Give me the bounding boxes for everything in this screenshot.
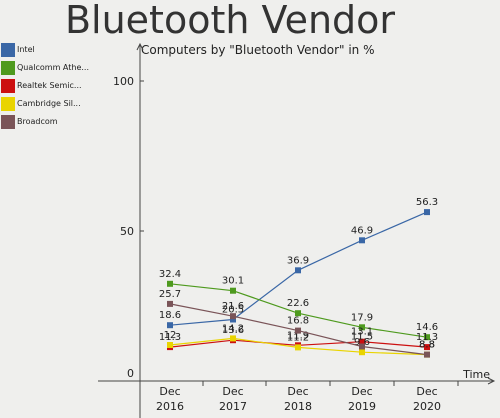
legend-swatch	[1, 97, 15, 111]
y-tick-label: 100	[113, 75, 134, 88]
data-point	[359, 349, 365, 356]
legend-swatch	[1, 79, 15, 93]
legend-label: Qualcomm Athe...	[17, 63, 90, 72]
series-cambridge-silicon-radio: 12 14.2 11.2 9.6 8.8	[164, 323, 435, 358]
chart-title: Bluetooth Vendor	[64, 0, 396, 42]
data-label: 11.3	[416, 332, 438, 343]
chart-subtitle: Computers by "Bluetooth Vendor" in %	[141, 43, 375, 57]
legend-label: Broadcom	[17, 117, 58, 126]
data-point	[424, 344, 430, 351]
series-broadcom: 25.7 21.6 16.8 11.5 8.8	[159, 289, 435, 358]
legend-swatch	[1, 61, 15, 75]
legend-swatch	[1, 43, 15, 57]
legend-label: Realtek Semic...	[17, 81, 82, 90]
data-point	[167, 342, 173, 348]
data-label: 11.5	[351, 332, 373, 343]
legend-swatch	[1, 115, 15, 129]
data-label: 9.6	[354, 337, 370, 348]
data-label: 36.9	[287, 255, 309, 266]
data-label: 56.3	[416, 197, 438, 208]
data-point	[167, 322, 173, 329]
data-point	[359, 338, 365, 345]
x-tick-label: Dec 2017	[219, 385, 247, 413]
x-tick-label: Dec 2016	[156, 385, 184, 413]
data-point	[295, 310, 301, 317]
legend-item[interactable]: Broadcom	[0, 115, 130, 129]
data-label: 11.9	[287, 330, 309, 341]
data-point	[359, 237, 365, 244]
data-point	[359, 324, 365, 331]
legend-label: Cambridge Sil...	[17, 99, 81, 108]
data-point	[359, 343, 365, 350]
legend-label: Intel	[17, 45, 35, 54]
data-label: 13.1	[351, 327, 373, 338]
data-point	[424, 334, 430, 341]
legend-item[interactable]: Cambridge Sil...	[0, 97, 130, 111]
data-point	[230, 316, 236, 323]
data-label: 22.6	[287, 298, 309, 309]
series-qualcomm-atheros: 32.4 30.1 22.6 17.9 14.6	[159, 269, 438, 341]
data-point	[295, 267, 301, 274]
data-point	[230, 287, 236, 294]
data-label: 8.8	[419, 340, 435, 351]
y-axis-arrow	[136, 42, 144, 51]
data-label: 32.4	[159, 269, 181, 280]
data-label: 16.8	[287, 316, 309, 327]
data-label: 18.6	[159, 310, 181, 321]
data-label: 46.9	[351, 225, 373, 236]
legend-item[interactable]: Realtek Semic...	[0, 79, 130, 93]
data-label: 12	[164, 330, 177, 341]
data-label: 17.9	[351, 312, 373, 323]
data-point	[295, 327, 301, 334]
data-label: 13.6	[222, 325, 244, 336]
data-label: 8.8	[419, 340, 435, 351]
data-point	[295, 344, 301, 351]
data-point	[424, 351, 430, 358]
data-label: 11.3	[159, 332, 181, 343]
data-point	[167, 300, 173, 307]
data-label: 30.1	[222, 276, 244, 287]
data-point	[230, 313, 236, 320]
y-tick-label: 0	[127, 367, 134, 380]
x-axis-arrow	[487, 377, 496, 385]
x-tick-label: Dec 2019	[348, 385, 376, 413]
data-label: 20.5	[222, 305, 244, 316]
data-point	[424, 209, 430, 216]
data-point	[230, 335, 236, 342]
legend-item[interactable]: Intel	[0, 43, 130, 57]
data-label: 25.7	[159, 289, 181, 300]
series-intel: 18.6 20.5 36.9 46.9 56.3	[159, 197, 438, 329]
y-tick-label: 50	[120, 225, 134, 238]
x-tick-label: Dec 2018	[284, 385, 312, 413]
data-label: 11.2	[287, 332, 309, 343]
x-tick-label: Dec 2020	[413, 385, 441, 413]
legend-item[interactable]: Qualcomm Athe...	[0, 61, 130, 75]
data-label: 14.6	[416, 322, 438, 333]
data-label: 21.6	[222, 301, 244, 312]
data-point	[167, 280, 173, 287]
x-axis-label: Time	[462, 368, 490, 381]
data-label: 14.2	[222, 323, 244, 334]
